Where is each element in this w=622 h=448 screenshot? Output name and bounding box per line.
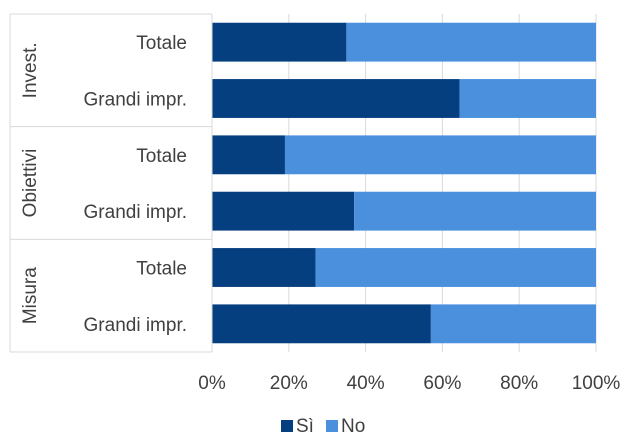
bar-no <box>459 79 596 118</box>
category-label: Totale <box>136 259 187 280</box>
bar-si <box>212 304 431 344</box>
x-tick-label: 80% <box>500 373 538 394</box>
x-tick-label: 100% <box>572 373 621 394</box>
category-label: Grandi impr. <box>84 202 187 223</box>
legend-swatch-si <box>281 420 293 432</box>
category-label: Totale <box>136 33 187 54</box>
bar-no <box>354 191 596 231</box>
bar-si <box>212 135 285 175</box>
bar-no <box>430 304 596 344</box>
x-tick-label: 20% <box>270 373 308 394</box>
group-label: Misura <box>20 267 41 324</box>
bar-no <box>315 248 596 287</box>
bar-no <box>346 22 596 62</box>
group-label: Invest. <box>20 42 41 98</box>
x-tick-label: 60% <box>423 373 461 394</box>
category-label: Totale <box>136 146 187 167</box>
group-label: Obiettivi <box>20 149 41 218</box>
legend-label: Sì <box>296 416 314 437</box>
bar-no <box>284 135 596 175</box>
bar-si <box>212 22 347 62</box>
bar-si <box>212 248 316 287</box>
category-label: Grandi impr. <box>84 90 187 111</box>
x-tick-label: 40% <box>347 373 385 394</box>
legend-swatch-no <box>326 420 338 432</box>
category-label: Grandi impr. <box>84 315 187 336</box>
bar-si <box>212 79 460 118</box>
x-tick-label: 0% <box>198 373 226 394</box>
bar-si <box>212 191 355 231</box>
legend-label: No <box>341 416 365 437</box>
